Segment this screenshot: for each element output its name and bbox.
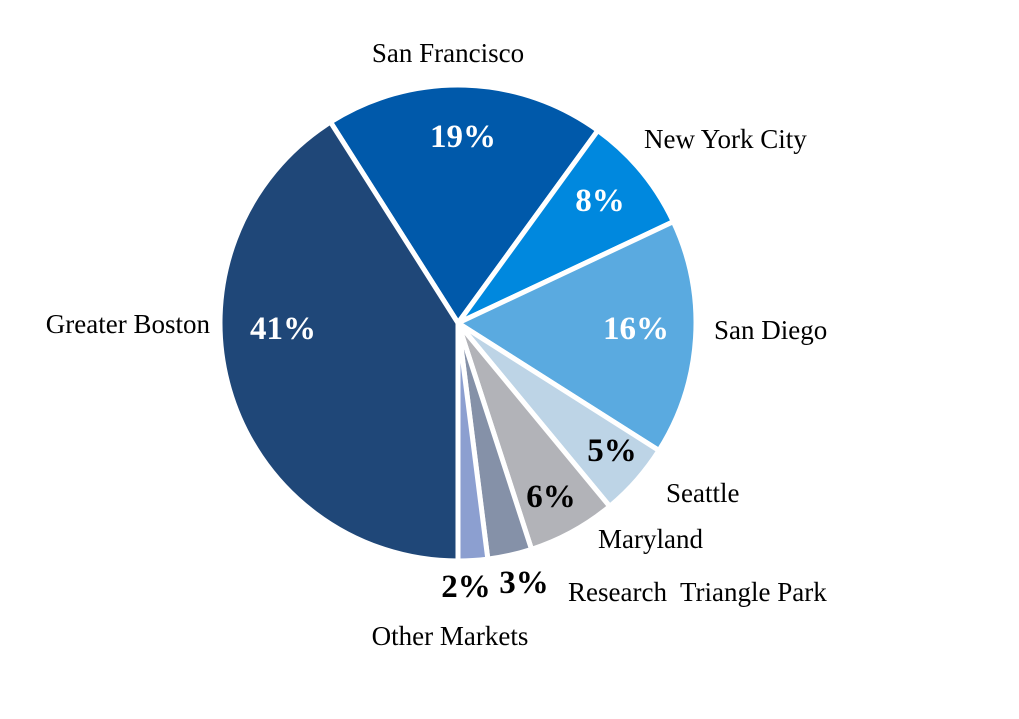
pie-percent-label: 2%	[441, 569, 491, 605]
pie-labels: 19% San Francisco 8% New York City 16% San Di…	[46, 38, 827, 651]
pie-percent-label: 8%	[575, 183, 625, 219]
pie-slice-greater-boston	[217, 119, 461, 564]
pie-category-label: Seattle	[666, 478, 739, 508]
pie-percent-label: 16%	[603, 311, 669, 347]
pie-category-label: San Diego	[714, 315, 827, 345]
pie-percent-label: 19%	[430, 119, 496, 155]
pie-percent-label: 41%	[250, 311, 316, 347]
pie-slice-san-francisco	[327, 82, 601, 326]
pie-slices	[217, 82, 699, 564]
pie-percent-label: 6%	[526, 479, 576, 515]
pie-category-label: Research Triangle Park	[568, 577, 827, 607]
pie-category-label: New York City	[644, 124, 807, 154]
pie-percent-label: 5%	[587, 433, 637, 469]
pie-percent-label: 3%	[499, 565, 549, 601]
pie-category-label: Other Markets	[372, 621, 529, 651]
pie-category-label: Greater Boston	[46, 309, 211, 339]
pie-category-label: San Francisco	[372, 38, 524, 68]
pie-category-label: Maryland	[598, 524, 703, 554]
pie-slice-san-diego	[455, 219, 699, 454]
pie-slice-new-york-city	[455, 127, 676, 326]
